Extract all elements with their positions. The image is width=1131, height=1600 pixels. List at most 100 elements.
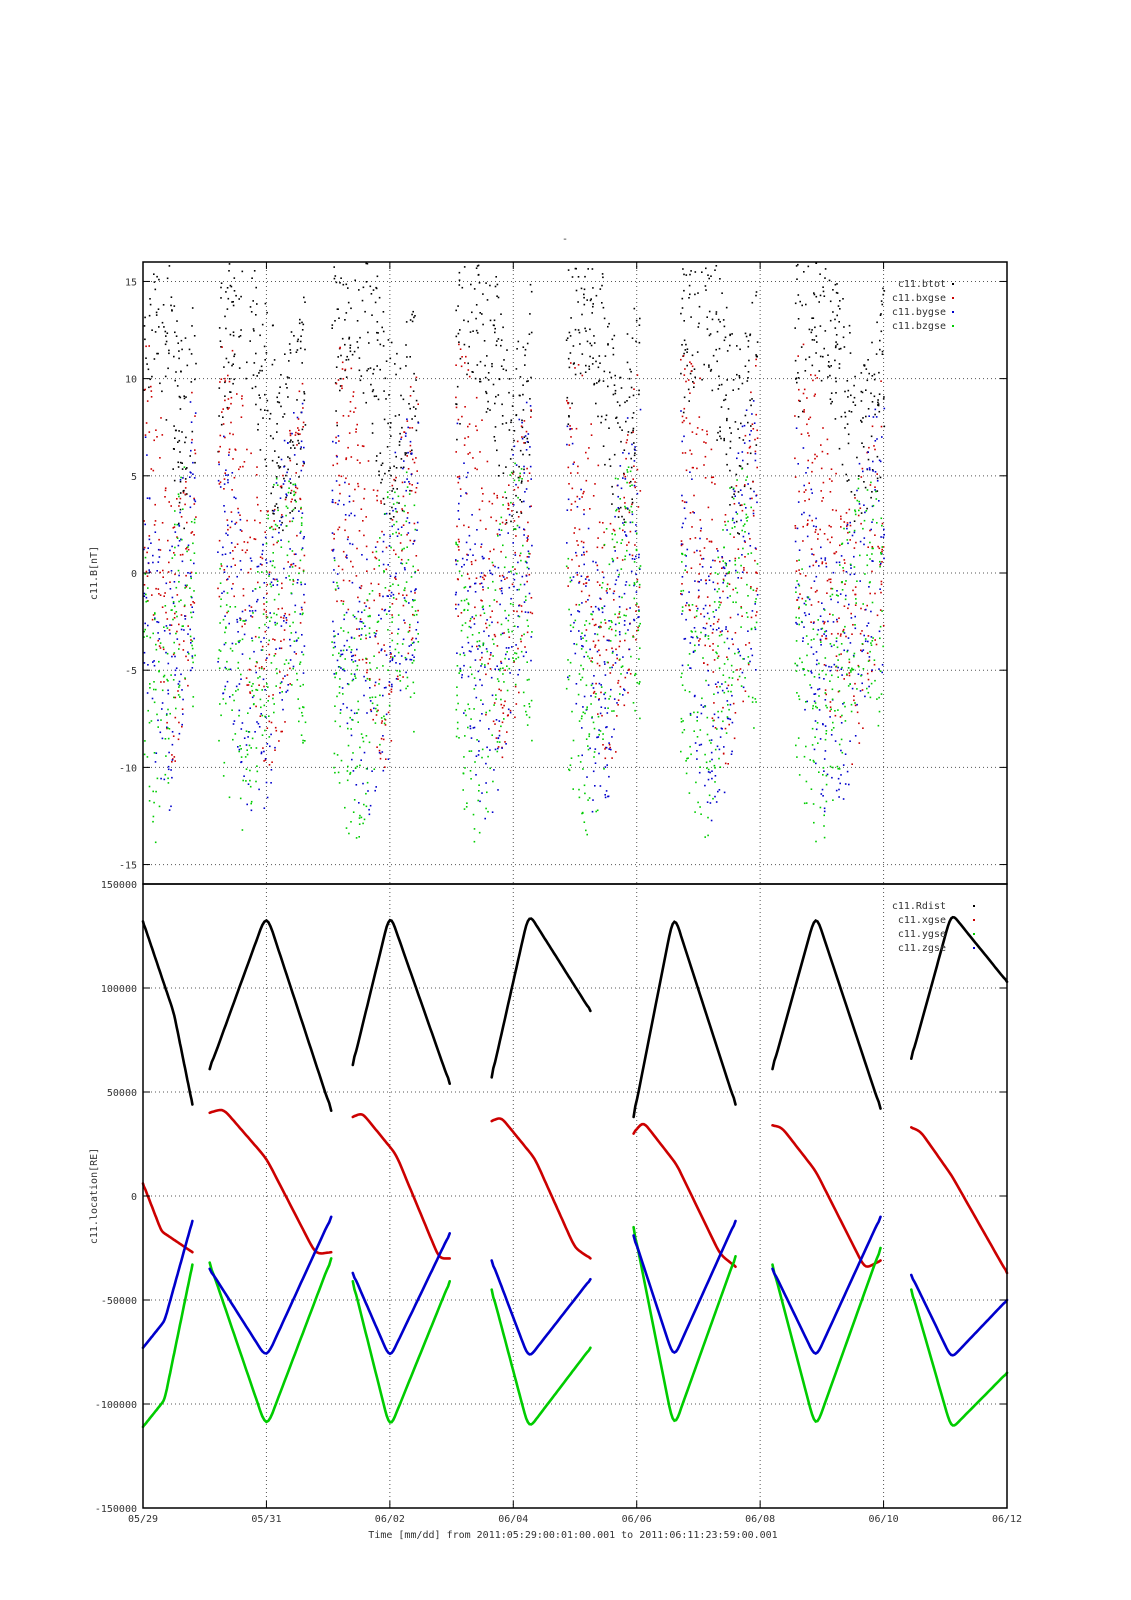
- b-data-point: [246, 549, 248, 551]
- b-data-point: [804, 575, 807, 577]
- b-data-point: [345, 477, 347, 480]
- b-data-point: [517, 656, 520, 659]
- b-data-point: [569, 407, 571, 409]
- b-data-point: [335, 410, 337, 412]
- b-data-point: [229, 647, 232, 650]
- b-data-point: [497, 338, 500, 340]
- b-data-point: [587, 799, 589, 801]
- b-data-point: [755, 365, 757, 367]
- b-data-point: [346, 639, 348, 642]
- b-data-point: [263, 582, 266, 584]
- b-data-point: [715, 348, 717, 351]
- b-data-point: [715, 313, 718, 315]
- b-data-point: [385, 568, 388, 571]
- b-data-point: [360, 585, 363, 587]
- b-data-point: [843, 605, 846, 607]
- b-data-point: [173, 617, 176, 619]
- b-data-point: [379, 368, 381, 371]
- b-data-point: [637, 616, 639, 619]
- b-data-point: [392, 656, 394, 659]
- b-data-point: [519, 394, 521, 397]
- b-data-point: [737, 577, 739, 579]
- b-data-point: [473, 688, 476, 690]
- b-data-point: [250, 800, 253, 803]
- b-data-point: [234, 733, 237, 735]
- b-data-point: [389, 575, 392, 577]
- b-data-point: [630, 570, 633, 573]
- b-data-point: [411, 427, 414, 429]
- b-data-point: [600, 686, 603, 688]
- b-data-point: [635, 604, 637, 606]
- b-data-point: [485, 282, 487, 284]
- b-data-point: [223, 366, 225, 368]
- b-data-point: [611, 647, 613, 650]
- b-data-point: [282, 474, 284, 477]
- b-data-point: [298, 442, 300, 445]
- b-data-point: [381, 326, 383, 329]
- b-data-point: [513, 439, 515, 442]
- b-data-point: [170, 624, 173, 626]
- b-data-point: [681, 415, 684, 418]
- b-data-point: [628, 377, 631, 380]
- b-data-point: [878, 410, 881, 413]
- b-data-point: [159, 731, 162, 734]
- b-data-point: [755, 494, 757, 497]
- b-data-point: [239, 560, 242, 562]
- b-data-point: [512, 504, 515, 506]
- b-data-point: [696, 635, 698, 638]
- b-data-point: [724, 524, 727, 526]
- b-data-point: [489, 409, 491, 411]
- b-data-point: [337, 356, 339, 358]
- b-data-point: [304, 348, 306, 351]
- b-data-point: [289, 349, 292, 351]
- b-data-point: [375, 557, 378, 560]
- b-data-point: [588, 622, 591, 625]
- b-data-point: [567, 357, 570, 360]
- b-data-point: [244, 551, 247, 554]
- b-data-point: [339, 709, 342, 711]
- b-data-point: [463, 343, 466, 346]
- b-data-point: [567, 401, 569, 404]
- b-data-point: [711, 389, 714, 392]
- b-data-point: [634, 481, 636, 483]
- b-data-point: [714, 795, 716, 798]
- b-data-point: [340, 354, 342, 357]
- b-data-point: [220, 297, 222, 299]
- b-data-point: [742, 439, 745, 441]
- b-data-point: [827, 365, 830, 367]
- b-data-point: [866, 451, 868, 454]
- b-data-point: [162, 569, 164, 572]
- b-data-point: [248, 668, 251, 671]
- b-data-point: [473, 623, 476, 625]
- b-data-point: [350, 734, 353, 737]
- b-data-point: [690, 370, 693, 372]
- b-data-point: [226, 578, 229, 580]
- b-data-point: [518, 477, 521, 479]
- b-data-point: [745, 507, 747, 509]
- b-data-point: [604, 619, 606, 621]
- b-data-point: [475, 696, 478, 699]
- b-data-point: [568, 483, 570, 485]
- b-data-point: [254, 385, 257, 388]
- b-data-point: [182, 491, 185, 494]
- b-data-point: [740, 685, 743, 687]
- b-data-point: [399, 689, 402, 692]
- b-data-point: [266, 616, 269, 619]
- b-data-point: [580, 635, 582, 638]
- b-data-point: [291, 510, 294, 512]
- b-data-point: [177, 342, 179, 344]
- b-data-point: [526, 440, 529, 443]
- b-data-point: [172, 601, 175, 603]
- b-data-point: [636, 468, 639, 471]
- b-data-point: [178, 357, 180, 360]
- b-data-point: [694, 649, 696, 652]
- b-data-point: [479, 583, 481, 585]
- b-data-point: [580, 648, 583, 650]
- b-data-point: [586, 340, 589, 343]
- b-data-point: [154, 612, 156, 614]
- b-data-point: [334, 320, 336, 322]
- b-data-point: [686, 757, 688, 760]
- b-data-point: [589, 648, 591, 651]
- b-data-point: [601, 714, 603, 717]
- b-data-point: [500, 339, 503, 341]
